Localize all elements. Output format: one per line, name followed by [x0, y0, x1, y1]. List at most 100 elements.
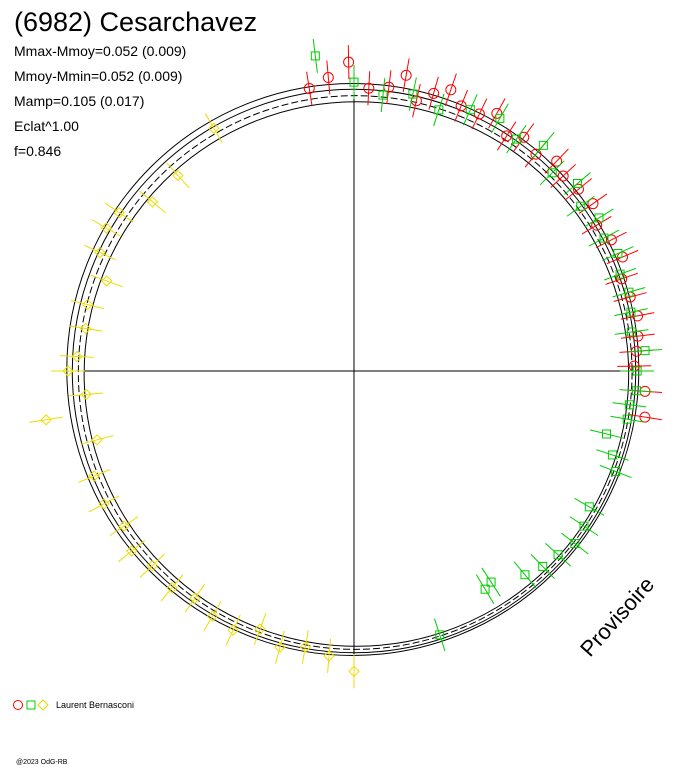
green-square-point-33 [481, 567, 501, 597]
reference-circle-2 [77, 95, 633, 650]
red-circle-point-2 [343, 45, 355, 80]
green-square-point-15 [603, 267, 637, 281]
green-square-point-10 [564, 172, 591, 195]
data-points [29, 38, 663, 689]
reference-circle-3 [83, 101, 630, 647]
green-square-point-35 [433, 618, 446, 652]
green-square-point-24 [589, 429, 624, 439]
yellow-diamond-point-25 [299, 630, 312, 664]
green-square-point-17 [614, 307, 648, 317]
yellow-diamond-point-5 [84, 244, 116, 261]
green-square-point-2 [378, 78, 388, 113]
red-circle-point-29 [628, 411, 662, 423]
green-square-point-25 [596, 449, 629, 461]
yellow-diamond-point-8 [68, 322, 103, 335]
yellow-diamond-point-3 [104, 202, 134, 223]
green-square-point-12 [584, 208, 614, 228]
red-circle-point-27 [617, 360, 652, 372]
legend-yellow-diamond [37, 699, 49, 711]
red-circle-point-13 [513, 123, 535, 152]
yellow-diamond-point-19 [160, 574, 184, 602]
yellow-diamond-point-27 [348, 654, 360, 689]
green-square-point-26 [599, 464, 632, 479]
green-square-point-9 [539, 160, 565, 186]
stat-line-0: Mmax-Mmoy=0.052 (0.009) [14, 43, 186, 59]
red-circle-point-5 [400, 58, 412, 93]
green-square-point-34 [475, 574, 495, 605]
yellow-diamond-point-21 [203, 601, 222, 632]
green-square-point-8 [532, 131, 555, 159]
yellow-diamond-point-13 [80, 434, 114, 446]
yellow-diamond-point-18 [139, 553, 165, 578]
yellow-diamond-point-24 [274, 630, 286, 664]
green-square-point-13 [588, 229, 620, 247]
yellow-diamond-point-7 [70, 298, 105, 311]
green-square-point-16 [612, 287, 646, 298]
red-circle-point-16 [550, 163, 576, 188]
stat-line-2: Mamp=0.105 (0.017) [14, 93, 144, 109]
green-square-point-0 [310, 38, 320, 73]
yellow-diamond-point-12 [29, 414, 63, 426]
yellow-diamond-point-23 [253, 612, 267, 646]
green-square-point-21 [619, 386, 654, 396]
yellow-diamond-point-14 [78, 469, 111, 483]
copyright: @2023 OdG-RB [16, 759, 68, 766]
green-square-point-3 [408, 77, 418, 111]
chart-title: (6982) Cesarchavez [14, 7, 257, 37]
green-square-point-6 [490, 103, 509, 134]
reference-circle-0 [66, 83, 640, 656]
yellow-diamond-point-2 [139, 190, 166, 214]
stat-line-3: Eclat^1.00 [14, 118, 79, 134]
yellow-diamond-point-6 [90, 274, 123, 288]
green-square-point-32 [513, 561, 537, 589]
green-square-point-31 [530, 553, 555, 580]
green-square-point-18 [614, 327, 649, 337]
yellow-diamond-point-0 [204, 113, 223, 144]
green-square-point-14 [602, 246, 634, 261]
red-circle-point-7 [428, 76, 440, 110]
yellow-diamond-point-1 [166, 162, 190, 189]
legend-observer: Laurent Bernasconi [56, 700, 134, 710]
yellow-diamond-point-26 [323, 638, 335, 673]
green-square-point-28 [569, 516, 599, 537]
yellow-diamond-point-15 [88, 495, 120, 513]
red-circle-point-19 [581, 215, 612, 235]
green-square-point-19 [628, 346, 663, 356]
red-circle-point-3 [363, 71, 375, 106]
red-circle-point-8 [444, 73, 457, 107]
red-circle-point-6 [410, 84, 422, 118]
red-circle-point-0 [303, 71, 315, 106]
green-square-point-23 [610, 414, 645, 424]
red-circle-point-11 [488, 98, 506, 129]
red-circle-point-17 [564, 178, 593, 201]
green-square-point-20 [620, 366, 655, 376]
red-circle-point-20 [596, 231, 627, 249]
legend-red-circle [13, 700, 23, 710]
green-square-point-29 [561, 532, 589, 555]
green-square-point-7 [506, 124, 527, 154]
stat-line-1: Mmoy-Mmin=0.052 (0.009) [14, 68, 182, 84]
axes [66, 80, 654, 660]
green-square-point-4 [433, 93, 445, 127]
red-circle-point-12 [496, 121, 517, 151]
legend: Laurent Bernasconi [13, 699, 134, 711]
yellow-diamond-point-11 [69, 388, 104, 401]
green-square-point-11 [566, 195, 595, 217]
green-square-point-1 [349, 65, 359, 100]
provisional-watermark: Provisoire [575, 572, 659, 661]
yellow-diamond-point-17 [118, 539, 146, 563]
legend-green-square [26, 700, 36, 710]
yellow-diamond-point-9 [59, 350, 94, 363]
yellow-diamond-point-10 [51, 365, 85, 377]
yellow-diamond-point-4 [91, 219, 122, 237]
yellow-diamond-point-22 [225, 614, 241, 646]
green-square-point-27 [574, 497, 605, 516]
yellow-diamond-point-16 [109, 516, 139, 537]
red-circle-point-1 [322, 60, 334, 95]
stat-line-4: f=0.846 [14, 143, 61, 159]
yellow-diamond-point-20 [184, 584, 206, 613]
green-square-point-22 [612, 400, 647, 410]
green-square-point-30 [545, 542, 572, 567]
green-square-point-5 [462, 93, 478, 126]
